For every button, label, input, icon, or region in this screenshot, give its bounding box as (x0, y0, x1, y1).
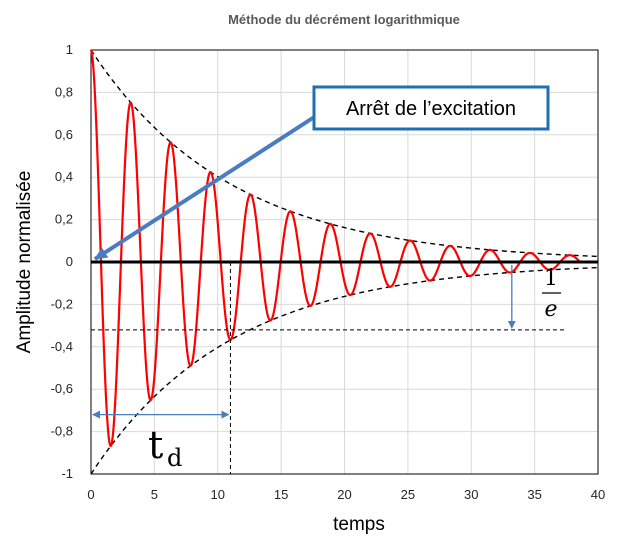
series-oscillation-line (89, 49, 580, 447)
y-tick-label: 1 (66, 42, 73, 57)
td-label-sub: d (167, 444, 182, 472)
x-tick-label: 20 (337, 487, 351, 502)
y-tick-label: -0,8 (51, 424, 73, 439)
callout-label: Arrêt de l’excitation (346, 98, 516, 120)
td-label-main: t (148, 423, 163, 467)
callout-arrow (93, 110, 324, 261)
y-tick-label: -0,2 (51, 296, 73, 311)
fraction-denominator: e (544, 297, 557, 322)
x-tick-label: 25 (401, 487, 415, 502)
x-tick-label: 35 (527, 487, 541, 502)
envelope-upper-line (90, 49, 599, 258)
callout-box (312, 85, 550, 131)
chart-title: Méthode du décrément logarithmique (228, 12, 460, 27)
x-tick-label: 40 (591, 487, 605, 502)
x-tick-label: 10 (211, 487, 225, 502)
x-tick-label: 0 (87, 487, 94, 502)
x-tick-label: 15 (274, 487, 288, 502)
y-tick-label: 0,2 (55, 212, 73, 227)
y-tick-label: 0,4 (55, 169, 73, 184)
x-axis-label: temps (333, 514, 385, 535)
y-tick-labels: 1 0,8 0,6 0,4 0,2 0 -0,2 -0,4 -0,6 -0,8 -1 (51, 42, 73, 481)
x-tick-label: 5 (151, 487, 158, 502)
x-tick-labels: 0 5 10 15 20 25 30 35 40 (87, 487, 605, 502)
y-tick-label: -0,6 (51, 381, 73, 396)
y-axis-label: Amplitude normalisée (14, 171, 35, 354)
y-tick-label: -1 (61, 466, 73, 481)
annotations: Arrêt de l’excitation t d 1 e (91, 85, 567, 474)
y-tick-label: 0,8 (55, 84, 73, 99)
y-tick-label: -0,4 (51, 339, 73, 354)
x-tick-label: 30 (464, 487, 478, 502)
fraction-numerator: 1 (544, 266, 558, 291)
y-tick-label: 0,6 (55, 127, 73, 142)
y-tick-label: 0 (66, 254, 73, 269)
series-layer (89, 49, 580, 447)
